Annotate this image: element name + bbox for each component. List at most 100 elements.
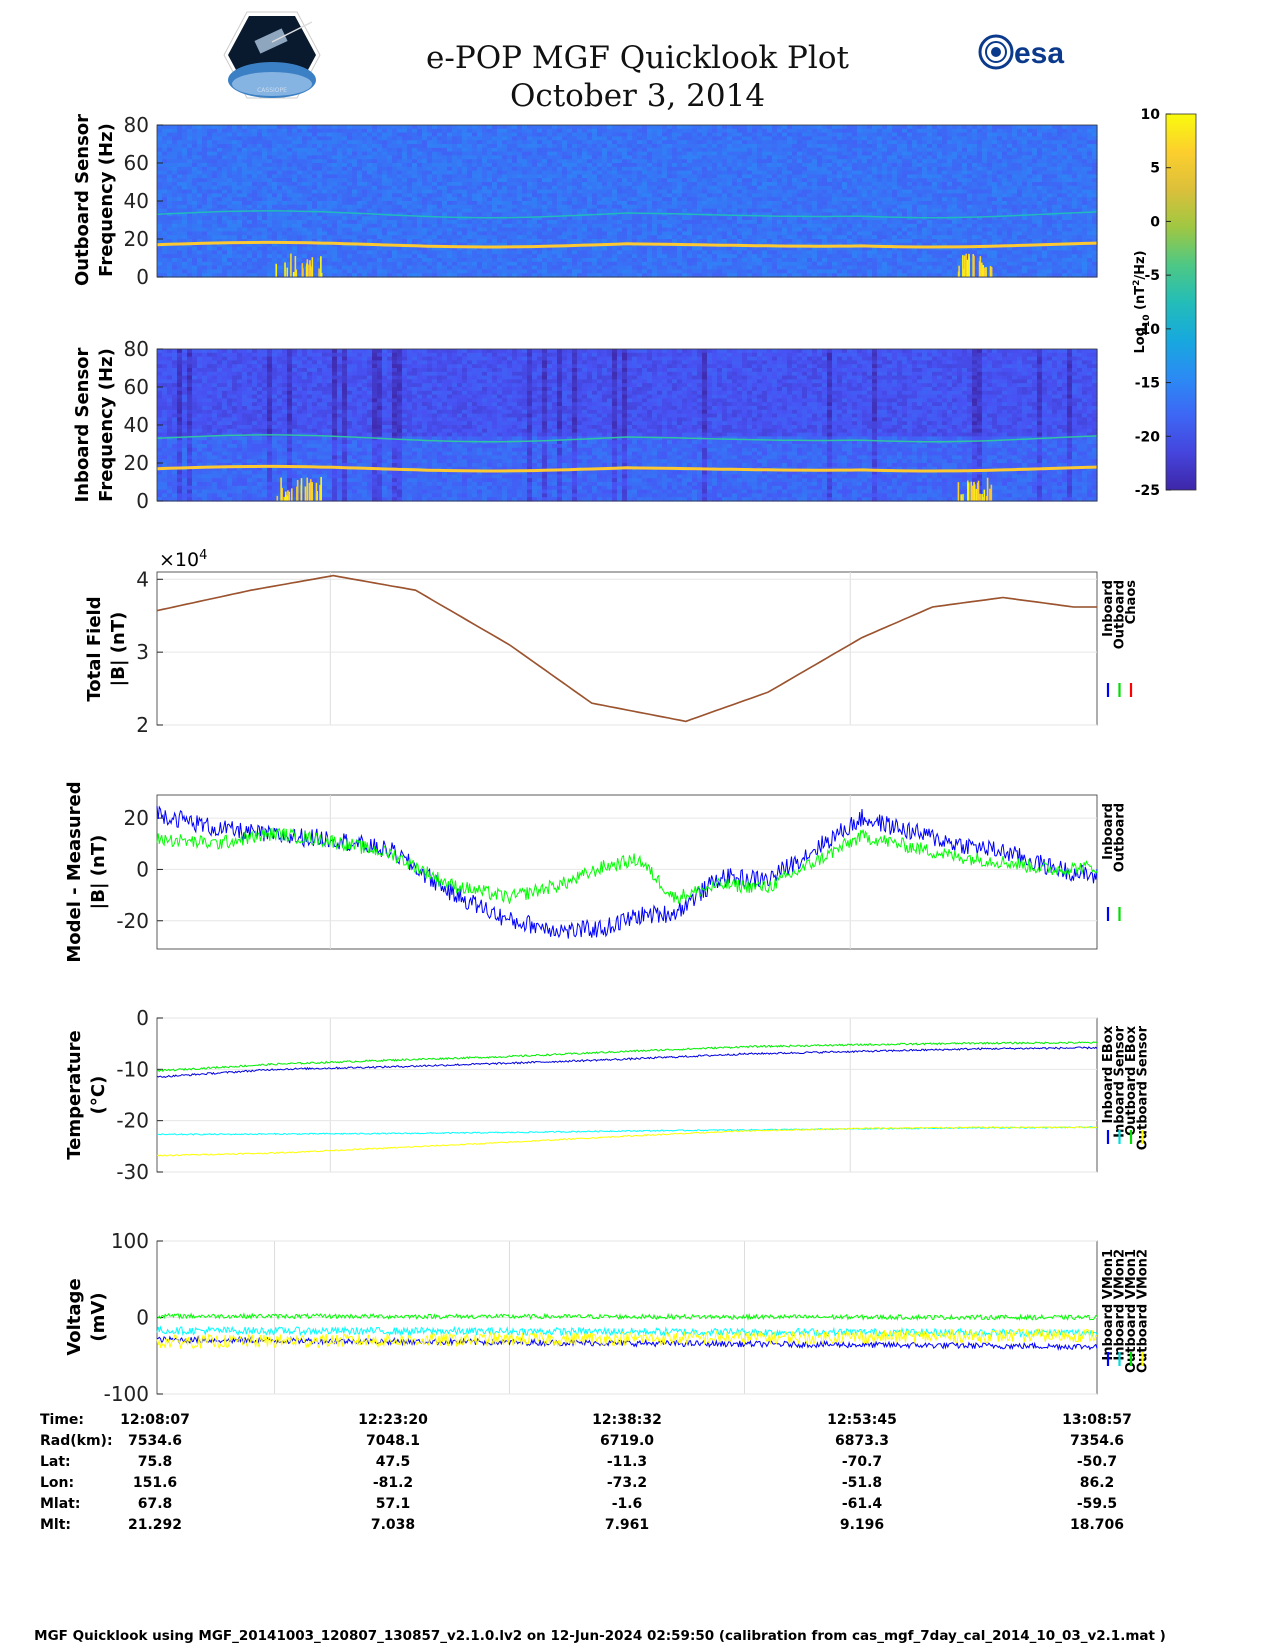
ephemeris-row-label: Rad(km): [40, 1433, 113, 1449]
ephemeris-cell: 151.6 [133, 1475, 177, 1491]
axis-scale-factor: ×104 [159, 548, 207, 572]
plot-date: October 3, 2014 [509, 78, 766, 114]
ephemeris-row-label: Lon: [40, 1475, 74, 1491]
y-tick-label: 80 [124, 113, 149, 137]
colorbar-tick-label: -15 [1135, 376, 1160, 392]
plot-title: e-POP MGF Quicklook Plot [426, 40, 849, 76]
ephemeris-cell: 7.038 [371, 1517, 415, 1533]
ephemeris-cell: 9.196 [840, 1517, 884, 1533]
ephemeris-cell: 57.1 [376, 1496, 411, 1512]
legend-label: Inboard EBox [1101, 1025, 1116, 1123]
series-outboard-vmon2 [156, 1327, 1098, 1350]
ephemeris-cell: -51.8 [842, 1475, 882, 1491]
y-axis-label: |B| (nT) [108, 612, 129, 687]
series-chaos [156, 574, 1097, 723]
colorbar: 10 5 0 -5 -10 -15 -20 -25 Log10 (nT2/Hz) [1132, 107, 1197, 499]
legend-label: Outboard [1113, 803, 1128, 872]
ephemeris-row-label: Mlat: [40, 1496, 80, 1512]
series-outboard-ebox [156, 1041, 1098, 1073]
colorbar-tick-label: 10 [1141, 107, 1161, 123]
spectral-line [156, 240, 1098, 249]
y-axis-label: Frequency (Hz) [96, 348, 117, 502]
ephemeris-cell: -73.2 [607, 1475, 647, 1491]
y-axis-label: Temperature [64, 1030, 85, 1159]
y-tick-label: 20 [124, 227, 149, 251]
colorbar-tick-label: 5 [1150, 161, 1160, 177]
series-inboard-ebox [156, 1046, 1098, 1078]
y-axis-label: (°C) [88, 1076, 109, 1115]
colorbar-tick-label: -25 [1135, 483, 1160, 499]
series-outboard [156, 827, 1098, 904]
legend-label: Inboard VMon1 [1101, 1249, 1116, 1361]
legend-label: Outboard VMon2 [1136, 1249, 1151, 1373]
y-axis-label: Outboard Sensor [72, 114, 93, 286]
total-field-panel: 2 3 4 ×104 Total Field |B| (nT) InboardOutboar… [84, 548, 1139, 738]
inboard-spectrogram: 0 20 40 60 80 Inboard Sensor Frequency (Hz) [72, 337, 1098, 513]
legend-label: Outboard Sensor [1136, 1025, 1151, 1150]
ephemeris-cell: -81.2 [373, 1475, 413, 1491]
y-tick-label: 4 [136, 567, 149, 591]
legend-label: Outboard VMon1 [1124, 1249, 1139, 1373]
y-tick-label: 0 [136, 489, 149, 513]
y-tick-label: -10 [116, 1057, 149, 1081]
spectral-line [156, 464, 1098, 473]
y-tick-label: 80 [124, 337, 149, 361]
colorbar-tick-label: -5 [1144, 268, 1160, 284]
legend-label: Outboard EBox [1124, 1025, 1139, 1135]
cassiope-logo-caption: CASSIOPE [257, 87, 287, 94]
y-axis-label: Model - Measured [64, 781, 85, 962]
ephemeris-cell: 12:23:20 [358, 1412, 428, 1428]
ephemeris-row-label: Lat: [40, 1454, 71, 1470]
outboard-spectrogram: 0 20 40 60 80 Outboard Sensor Frequency (Hz) [72, 113, 1098, 289]
ephemeris-row-label: Time: [40, 1412, 84, 1428]
model-measured-panel: -20 0 20 Model - Measured |B| (nT) InboardOut… [64, 781, 1128, 962]
series-outboard-sensor [156, 1126, 1098, 1157]
esa-logo-text: esa [1014, 37, 1064, 70]
cassiope-logo: CASSIOPE [222, 10, 322, 100]
ephemeris-cell: 47.5 [376, 1454, 411, 1470]
y-axis-label: Inboard Sensor [72, 347, 93, 502]
ephemeris-cell: 7534.6 [128, 1433, 182, 1449]
spectral-line [156, 210, 1098, 219]
legend-label: Inboard [1101, 580, 1116, 637]
footer-caption: MGF Quicklook using MGF_20141003_120807_… [34, 1628, 1166, 1644]
y-tick-label: -20 [116, 909, 149, 933]
y-axis-label: Voltage [64, 1278, 85, 1355]
ephemeris-cell: -70.7 [842, 1454, 882, 1470]
temperature-panel: -30 -20 -10 0 Temperature (°C) Inboard EBoxInb… [64, 1006, 1151, 1184]
y-tick-label: 0 [136, 1306, 149, 1330]
legend-label: Inboard VMon2 [1113, 1249, 1128, 1361]
y-axis-label: (mV) [88, 1292, 109, 1341]
y-tick-label: 2 [136, 713, 149, 737]
y-tick-label: -30 [116, 1160, 149, 1184]
colorbar-tick-label: -10 [1135, 322, 1161, 338]
colorbar-label: Log10 (nT2/Hz) [1132, 250, 1152, 353]
y-tick-label: -100 [104, 1382, 149, 1406]
spectral-line [156, 434, 1098, 443]
y-tick-label: 0 [136, 265, 149, 289]
y-axis-label: |B| (nT) [88, 835, 109, 910]
y-tick-label: 20 [124, 451, 149, 475]
y-tick-label: 20 [124, 806, 149, 830]
ephemeris-row-label: Mlt: [40, 1517, 71, 1533]
colorbar-tick-label: 0 [1150, 214, 1160, 230]
ephemeris-cell: -11.3 [607, 1454, 647, 1470]
y-tick-label: 0 [136, 1006, 149, 1030]
y-axis-label: Frequency (Hz) [96, 123, 117, 277]
esa-logo: esa [978, 32, 1088, 74]
ephemeris-cell: 86.2 [1080, 1475, 1115, 1491]
ephemeris-cell: 7048.1 [366, 1433, 420, 1449]
y-tick-label: 60 [124, 151, 149, 175]
y-tick-label: -20 [116, 1109, 149, 1133]
y-tick-label: 40 [124, 413, 149, 437]
ephemeris-cell: -50.7 [1077, 1454, 1117, 1470]
ephemeris-cell: -1.6 [612, 1496, 643, 1512]
y-tick-label: 100 [111, 1229, 149, 1253]
series-inboard-sensor [156, 1126, 1098, 1136]
legend-label: Outboard [1113, 580, 1128, 649]
